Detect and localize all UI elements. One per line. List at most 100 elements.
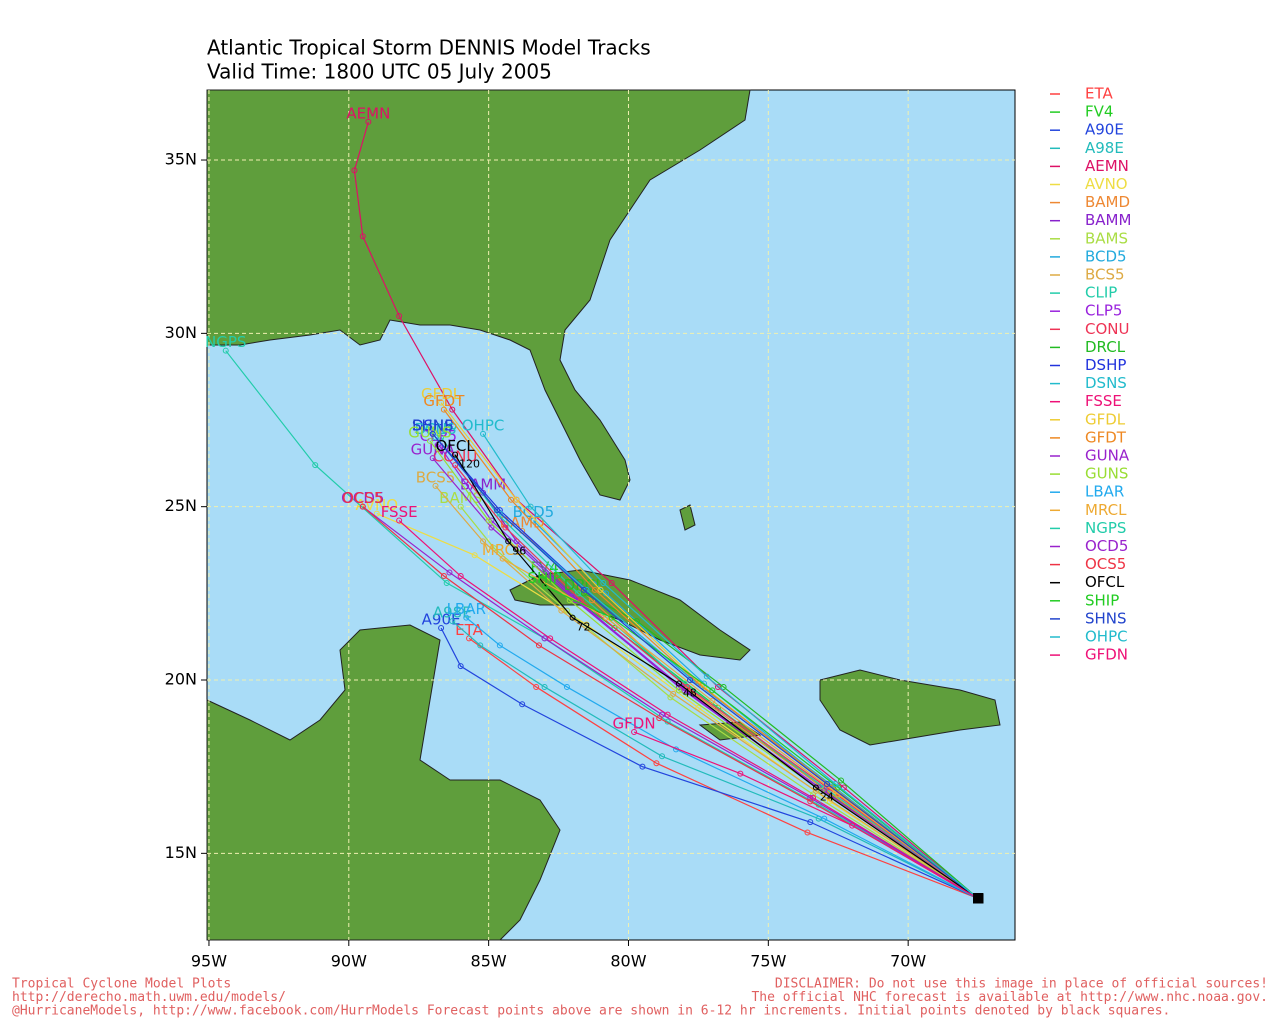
- track-point: [359, 503, 366, 510]
- jamaica: [698, 721, 762, 741]
- track-point: [457, 663, 464, 670]
- track-point: [709, 697, 716, 704]
- legend-label: OCS5: [1085, 555, 1126, 573]
- track: [362, 506, 979, 899]
- track: [451, 620, 979, 899]
- track-point: [429, 455, 436, 462]
- track-label: GFDN: [613, 715, 656, 733]
- track-point: [737, 770, 744, 777]
- legend-label: DSNS: [1085, 374, 1127, 392]
- track: [432, 433, 979, 899]
- track-point: [547, 635, 554, 642]
- track-point: [488, 524, 495, 531]
- track-point: [804, 829, 811, 836]
- track-point: [821, 815, 828, 822]
- track-point: [457, 573, 464, 580]
- track-point: [449, 618, 456, 625]
- x-tick-label: 75W: [750, 952, 786, 971]
- legend-label: BAMS: [1085, 229, 1128, 247]
- track: [482, 433, 979, 899]
- track: [432, 457, 979, 899]
- chart-title: Atlantic Tropical Storm DENNIS Model Tra…: [207, 36, 651, 60]
- legend-label: MRCL: [1085, 501, 1127, 519]
- track: [376, 513, 979, 899]
- legend-label: LBAR: [1085, 483, 1124, 501]
- legend-label: OFCL: [1085, 573, 1125, 591]
- hour-label: 72: [577, 621, 591, 634]
- track-point: [533, 683, 540, 690]
- track-label: OCD5: [341, 489, 384, 507]
- track-point: [426, 437, 433, 444]
- track-point: [600, 579, 607, 586]
- legend-label: BCD5: [1085, 247, 1127, 265]
- legend-label: A98E: [1085, 139, 1124, 157]
- track-point: [541, 635, 548, 642]
- track-point: [832, 781, 839, 788]
- track-label: DSHP: [412, 416, 453, 434]
- footer-right: DISCLAIMER: Do not use this image in pla…: [775, 977, 1268, 992]
- track-label: A98E: [433, 604, 472, 622]
- track-point: [438, 625, 445, 632]
- track-label: A90E: [422, 611, 461, 629]
- footer-left: @HurricaneModels, http://www.facebook.co…: [12, 1004, 1170, 1019]
- track-label: SHIP: [527, 569, 561, 587]
- track-point: [396, 517, 403, 524]
- legend-label: GFDT: [1085, 428, 1127, 446]
- track-point: [463, 614, 470, 621]
- track-point: [818, 787, 825, 794]
- central-america: [206, 624, 561, 941]
- x-tick-label: 90W: [331, 952, 367, 971]
- legend-label: BCS5: [1085, 266, 1125, 284]
- track-point: [703, 673, 710, 680]
- hour-label: 96: [512, 544, 526, 557]
- track-point: [558, 607, 565, 614]
- track-point: [443, 579, 450, 586]
- legend-label: AVNO: [1085, 175, 1128, 193]
- initial-point: [973, 893, 984, 904]
- track-label: LBAR: [447, 600, 486, 618]
- legend-label: SHNS: [1085, 609, 1127, 627]
- track-point: [527, 503, 534, 510]
- track-point: [477, 642, 484, 649]
- track-point: [591, 586, 598, 593]
- track-label: OCS5: [342, 489, 383, 507]
- track: [362, 506, 979, 899]
- track-point: [438, 399, 445, 406]
- track: [544, 585, 979, 899]
- track-point: [597, 586, 604, 593]
- legend-label: CONU: [1085, 320, 1129, 338]
- track-point: [494, 507, 501, 514]
- track-point: [365, 118, 372, 125]
- legend-label: DRCL: [1085, 338, 1126, 356]
- legend-label: BAMD: [1085, 193, 1130, 211]
- track-point: [485, 517, 492, 524]
- track-point: [639, 763, 646, 770]
- track: [440, 627, 979, 899]
- track-point: [807, 794, 814, 801]
- track-point: [720, 683, 727, 690]
- track-point: [563, 607, 570, 614]
- track-point: [631, 729, 638, 736]
- track-point: [480, 430, 487, 437]
- track-point: [569, 614, 576, 621]
- track-point: [449, 406, 456, 413]
- hispaniola: [819, 669, 1001, 746]
- chart-subtitle: Valid Time: 1800 UTC 05 July 2005: [207, 60, 552, 84]
- track-point: [608, 614, 615, 621]
- y-tick-label: 20N: [165, 670, 197, 689]
- legend-label: OHPC: [1085, 628, 1128, 646]
- track: [468, 637, 979, 899]
- track: [398, 520, 979, 899]
- track-point: [653, 760, 660, 767]
- y-tick-label: 15N: [165, 843, 197, 862]
- track-point: [452, 462, 459, 469]
- legend-label: FV4: [1085, 103, 1113, 121]
- north-america: [206, 89, 751, 501]
- track-label: MRCL: [482, 541, 524, 559]
- track-point: [812, 784, 819, 791]
- track-point: [513, 496, 520, 503]
- track-point: [499, 555, 506, 562]
- track-label: GUNA: [411, 441, 456, 459]
- track-label: BCD5: [513, 503, 555, 521]
